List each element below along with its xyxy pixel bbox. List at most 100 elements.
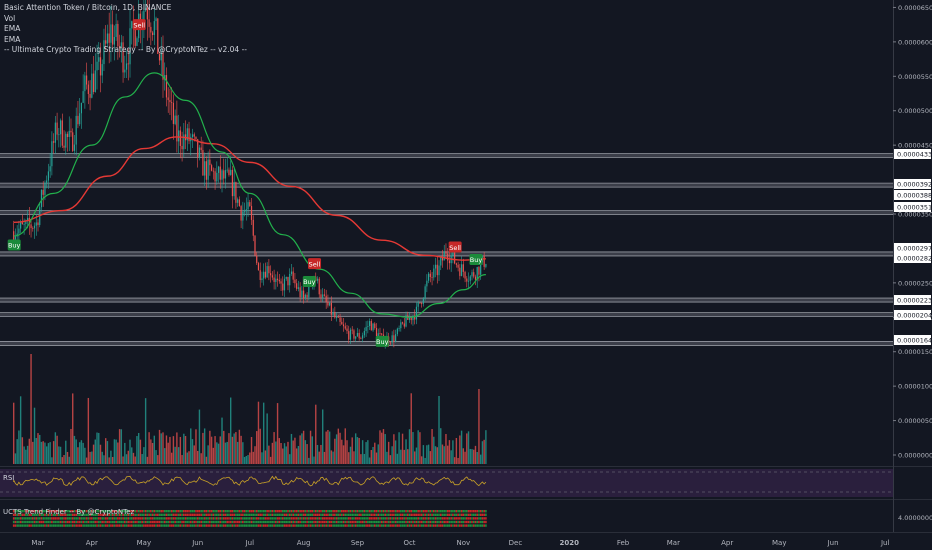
candle-body: [474, 276, 477, 280]
ucts-bar: [341, 520, 343, 524]
volume-bar: [292, 440, 294, 464]
candle-body: [91, 73, 93, 98]
candle-body: [250, 206, 253, 220]
candle-body: [237, 199, 239, 203]
ucts-bar: [146, 524, 149, 527]
volume-bar: [295, 448, 298, 464]
ucts-bar: [150, 524, 152, 527]
ucts-bar: [462, 513, 465, 516]
candle: [440, 255, 442, 271]
volume-bar: [308, 457, 310, 464]
ucts-bar: [354, 520, 357, 524]
ucts-bar: [361, 510, 364, 513]
ucts-bar: [426, 510, 428, 513]
ucts-bar: [75, 524, 77, 527]
ucts-bar: [351, 517, 354, 520]
ucts-bar: [120, 520, 123, 524]
ucts-bar: [146, 510, 149, 513]
ucts-bar: [483, 517, 485, 520]
ucts-bar: [71, 517, 74, 520]
ucts-bar: [155, 513, 157, 516]
candle-body: [452, 251, 454, 256]
ucts-bar: [236, 524, 239, 527]
ucts-bar: [129, 513, 131, 516]
ucts-bar: [158, 510, 161, 513]
ucts-bar: [431, 513, 433, 516]
ucts-bar: [283, 520, 286, 524]
ucts-bar: [205, 524, 208, 527]
ucts-bar: [245, 524, 248, 527]
candle-body: [464, 271, 466, 279]
ucts-bar: [356, 520, 359, 524]
ucts-bar: [137, 520, 140, 524]
volume-bar: [394, 440, 397, 464]
ucts-bar: [18, 510, 20, 513]
ucts-bar: [134, 510, 137, 513]
signal-label: Sell: [309, 260, 321, 268]
ucts-bar: [155, 517, 157, 520]
candle: [217, 165, 220, 183]
ucts-bar: [210, 517, 213, 520]
candle: [374, 322, 376, 330]
ucts-bar: [31, 517, 34, 520]
ucts-bar: [56, 510, 58, 513]
ucts-bar: [136, 520, 138, 524]
volume-bar: [160, 433, 162, 464]
ucts-bar: [94, 517, 97, 520]
ucts-bar: [125, 510, 128, 513]
ucts-bar: [294, 524, 296, 527]
ucts-bar: [360, 510, 362, 513]
ucts-bar: [424, 513, 426, 516]
legend-title: Basic Attention Token / Bitcoin, 1D, BIN…: [4, 3, 172, 12]
candle-body: [457, 264, 459, 268]
candle-body: [54, 122, 56, 143]
ucts-bar: [51, 524, 53, 527]
ucts-bar: [408, 513, 411, 516]
candle-body: [200, 147, 202, 151]
ucts-bar: [290, 517, 293, 520]
ucts-bar: [124, 520, 126, 524]
ucts-bar: [110, 517, 112, 520]
candle-body: [398, 328, 400, 329]
ucts-bar: [426, 524, 428, 527]
candle: [264, 262, 267, 280]
candle-body: [106, 33, 109, 44]
ucts-bar: [70, 520, 72, 524]
candle-body: [46, 180, 48, 183]
ucts-bar: [252, 517, 255, 520]
candle-body: [417, 302, 419, 307]
ucts-bar: [89, 520, 91, 524]
ucts-bar: [273, 517, 275, 520]
volume-bar: [47, 443, 50, 464]
ucts-bar: [396, 517, 399, 520]
candle: [221, 168, 223, 193]
ucts-bar: [436, 510, 439, 513]
ucts-bar: [45, 513, 48, 516]
ucts-bar: [347, 517, 350, 520]
volume-bar: [195, 429, 197, 464]
ucts-bar: [85, 513, 88, 516]
ucts-bar: [186, 517, 189, 520]
ucts-bar: [97, 513, 100, 516]
ucts-bar: [231, 520, 234, 524]
ucts-bar: [212, 510, 215, 513]
ucts-bar: [306, 524, 308, 527]
ucts-bar: [436, 524, 439, 527]
ucts-bar: [393, 513, 395, 516]
ucts-bar: [429, 510, 432, 513]
ucts-bar: [401, 524, 404, 527]
ucts-bar: [268, 517, 270, 520]
ucts-bar: [132, 510, 135, 513]
ucts-bar: [472, 520, 475, 524]
candle-body: [429, 273, 431, 277]
ucts-bar: [424, 520, 426, 524]
volume-bar: [103, 455, 105, 464]
ucts-bar: [77, 513, 79, 516]
candle-body: [108, 33, 110, 43]
candle: [485, 263, 487, 269]
ucts-bar: [464, 524, 466, 527]
ucts-bar: [342, 517, 345, 520]
ucts-bar: [292, 517, 294, 520]
ucts-bar: [222, 524, 225, 527]
